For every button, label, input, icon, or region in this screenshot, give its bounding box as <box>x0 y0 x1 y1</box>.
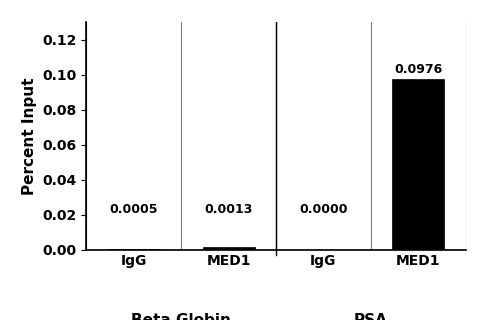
Bar <box>392 79 444 250</box>
Bar <box>108 249 160 250</box>
Text: 0.0976: 0.0976 <box>394 62 443 76</box>
Text: 0.0013: 0.0013 <box>204 203 253 216</box>
Bar <box>203 247 255 250</box>
Y-axis label: Percent Input: Percent Input <box>22 77 37 195</box>
Text: PSA: PSA <box>354 313 388 320</box>
Text: Beta Globin: Beta Globin <box>131 313 231 320</box>
Text: 0.0000: 0.0000 <box>299 203 348 216</box>
Text: 0.0005: 0.0005 <box>109 203 158 216</box>
